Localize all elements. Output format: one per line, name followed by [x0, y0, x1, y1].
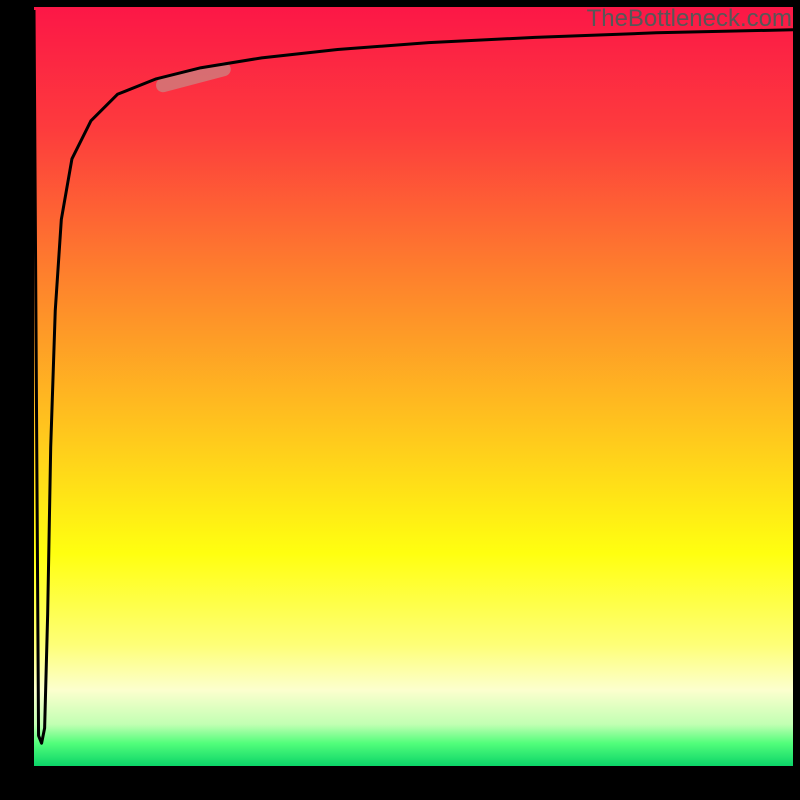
plot-area	[34, 7, 793, 766]
chart-frame: TheBottleneck.com	[0, 0, 800, 800]
watermark-text: TheBottleneck.com	[587, 5, 792, 33]
background-gradient	[34, 7, 793, 766]
